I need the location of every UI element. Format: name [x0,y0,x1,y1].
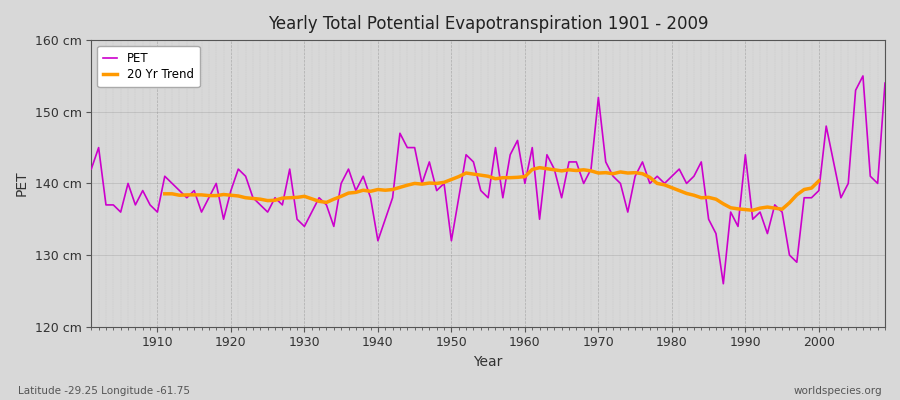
20 Yr Trend [535,165,545,170]
Title: Yearly Total Potential Evapotranspiration 1901 - 2009: Yearly Total Potential Evapotranspiratio… [268,15,708,33]
Text: Latitude -29.25 Longitude -61.75: Latitude -29.25 Longitude -61.75 [18,386,190,396]
PET [145,202,156,207]
PET [879,81,890,86]
PET [718,281,729,286]
PET [608,174,618,179]
20 Yr Trend [747,208,758,213]
20 Yr Trend [623,171,634,176]
PET [350,188,361,193]
PET [858,74,868,78]
Y-axis label: PET: PET [15,171,29,196]
20 Yr Trend [814,178,824,183]
20 Yr Trend [159,192,170,196]
20 Yr Trend [248,196,258,201]
Text: worldspecies.org: worldspecies.org [794,386,882,396]
PET [86,167,96,172]
Line: PET: PET [91,76,885,284]
Legend: PET, 20 Yr Trend: PET, 20 Yr Trend [97,46,200,87]
20 Yr Trend [358,188,369,193]
PET [306,210,317,214]
20 Yr Trend [725,205,736,210]
PET [519,181,530,186]
Line: 20 Yr Trend: 20 Yr Trend [165,168,819,210]
X-axis label: Year: Year [473,355,503,369]
20 Yr Trend [711,197,722,202]
PET [512,138,523,143]
20 Yr Trend [799,187,810,192]
